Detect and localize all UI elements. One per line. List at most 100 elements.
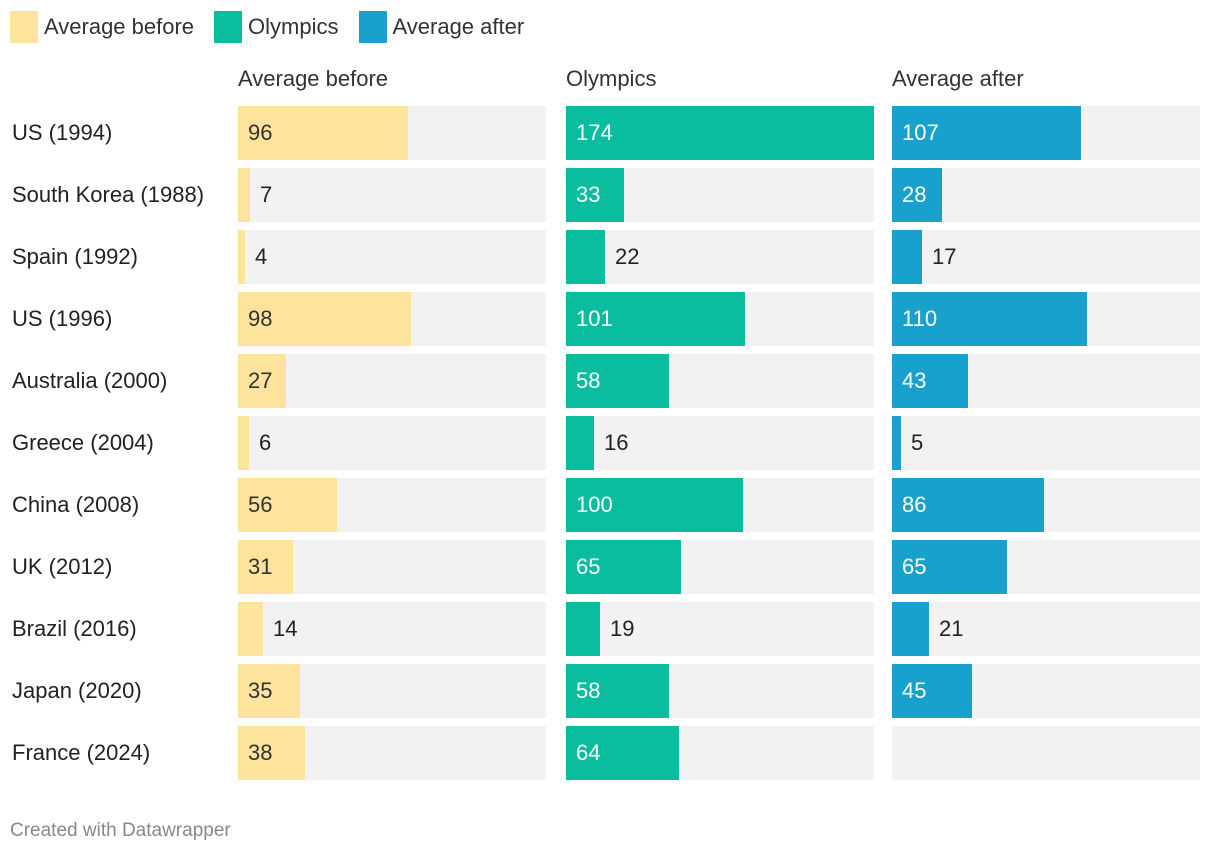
bar [566, 478, 743, 532]
row-label: South Korea (1988) [12, 182, 205, 207]
bar-track: 38 [238, 726, 546, 780]
legend: Average before Olympics Average after [10, 10, 524, 44]
bar-track: 45 [892, 664, 1200, 718]
bar-track: 107 [892, 106, 1200, 160]
row-label: France (2024) [12, 740, 151, 765]
bar-track: 101 [566, 292, 874, 346]
bar [238, 106, 408, 160]
bar-value-label: 65 [576, 554, 601, 579]
bar [238, 540, 293, 594]
bar-track: 110 [892, 292, 1200, 346]
row-label: Spain (1992) [12, 244, 138, 269]
bar-value-label: 33 [576, 182, 601, 207]
bar-track: 22 [566, 230, 874, 284]
bar [892, 664, 972, 718]
legend-swatch-olympics [214, 11, 243, 43]
bar-value-label: 174 [576, 120, 613, 145]
bar-value-label: 65 [902, 554, 927, 579]
bar-track: 14 [238, 602, 546, 656]
bar [566, 106, 874, 160]
bar [566, 726, 679, 780]
bar-value-label: 45 [902, 678, 927, 703]
bar-value-label: 98 [248, 306, 273, 331]
bar [566, 230, 605, 284]
column-title-average-before: Average before [238, 66, 389, 91]
bar-track: 58 [566, 354, 874, 408]
bar [238, 602, 263, 656]
bar-track: 56 [238, 478, 546, 532]
row-label: Australia (2000) [12, 368, 168, 393]
bar-value-label: 5 [911, 430, 924, 455]
bar-value-label: 6 [259, 430, 272, 455]
legend-swatch-average-before [10, 11, 38, 43]
bar-track: 4 [238, 230, 546, 284]
bar [892, 292, 1087, 346]
row-label: Greece (2004) [12, 430, 154, 455]
bar-value-label: 7 [260, 182, 273, 207]
bar-value-label: 22 [615, 244, 640, 269]
bar [566, 168, 624, 222]
row-label: US (1996) [12, 306, 113, 331]
legend-item-olympics: Olympics [214, 11, 339, 43]
legend-item-average-before: Average before [10, 11, 194, 43]
bar-track: 7 [238, 168, 546, 222]
bar-track: 43 [892, 354, 1200, 408]
bar-value-label: 27 [248, 368, 273, 393]
bar [238, 664, 300, 718]
bar-track: 96 [238, 106, 546, 160]
bar-value-label: 16 [604, 430, 629, 455]
bar-value-label: 58 [576, 368, 601, 393]
bar-value-label: 4 [255, 244, 268, 269]
bar-value-label: 17 [932, 244, 957, 269]
bar-value-label: 21 [939, 616, 964, 641]
bar-track: 27 [238, 354, 546, 408]
bar [238, 416, 249, 470]
bar [892, 602, 929, 656]
bar-track: 65 [892, 540, 1200, 594]
bar [892, 478, 1044, 532]
bar [566, 602, 600, 656]
bar [238, 478, 337, 532]
legend-label-average-after: Average after [392, 14, 525, 39]
bar [238, 168, 250, 222]
legend-swatch-average-after [358, 11, 387, 43]
bar-track: 100 [566, 478, 874, 532]
bar-track: 16 [566, 416, 874, 470]
bar [892, 168, 942, 222]
bar-value-label: 96 [248, 120, 273, 145]
bar-value-label: 28 [902, 182, 927, 207]
bar-track: 174 [566, 106, 874, 160]
bar-value-label: 31 [248, 554, 273, 579]
legend-label-olympics: Olympics [248, 14, 339, 39]
row-label: UK (2012) [12, 554, 113, 579]
bar-track: 64 [566, 726, 874, 780]
bar-track: 58 [566, 664, 874, 718]
bar-value-label: 58 [576, 678, 601, 703]
bar-value-label: 107 [902, 120, 939, 145]
bar [566, 664, 669, 718]
column-title-olympics: Olympics [566, 66, 657, 91]
bar-track: 5 [892, 416, 1200, 470]
column-title-average-after: Average after [892, 66, 1024, 91]
bar [566, 292, 745, 346]
bar-track: 21 [892, 602, 1200, 656]
bar [238, 354, 286, 408]
row-label: US (1994) [12, 120, 113, 145]
row-label: Brazil (2016) [12, 616, 137, 641]
bar-value-label: 56 [248, 492, 273, 517]
bar [566, 416, 594, 470]
bar [892, 106, 1081, 160]
bar-track: 98 [238, 292, 546, 346]
bar-track: 17 [892, 230, 1200, 284]
bar-value-label: 14 [273, 616, 298, 641]
bar-value-label: 86 [902, 492, 927, 517]
bar-track: 28 [892, 168, 1200, 222]
bar-value-label: 19 [610, 616, 635, 641]
row-label: Japan (2020) [12, 678, 142, 703]
bar-value-label: 38 [248, 740, 273, 765]
bar-value-label: 101 [576, 306, 613, 331]
bar [892, 540, 1007, 594]
bar [892, 230, 922, 284]
credit-text: Created with Datawrapper [10, 820, 231, 841]
row-label: China (2008) [12, 492, 140, 517]
